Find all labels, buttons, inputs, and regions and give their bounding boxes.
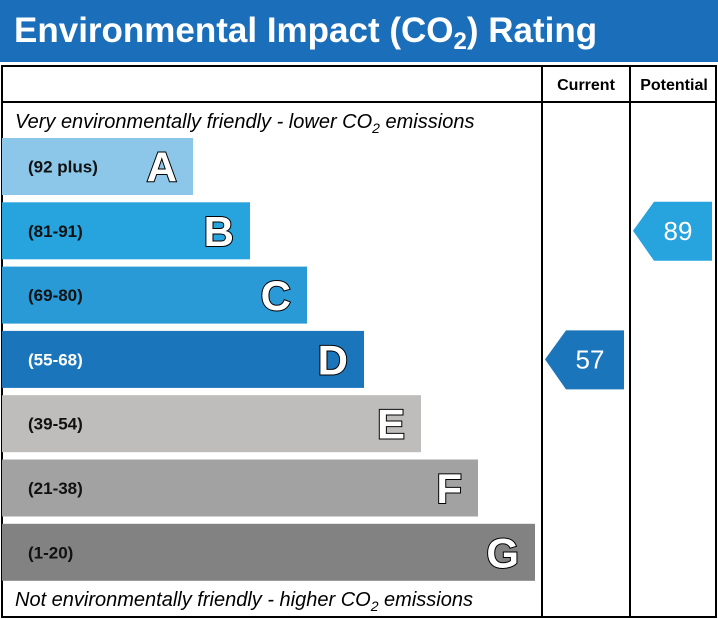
column-header: Potential (640, 77, 708, 94)
rating-arrow (633, 201, 712, 261)
rating-value: 89 (664, 216, 693, 246)
band-bar (2, 395, 421, 453)
note-sub: 2 (370, 598, 379, 614)
title-text: Environmental Impact (CO (14, 11, 454, 50)
note-text: emissions (379, 589, 473, 611)
note-sub: 2 (371, 120, 380, 136)
band-range: (69-80) (28, 286, 83, 305)
band-range: (55-68) (28, 350, 83, 369)
band-range: (1-20) (28, 543, 73, 562)
band-range: (21-38) (28, 479, 83, 498)
band-letter: B (204, 208, 234, 255)
bottom-note: Not environmentally friendly - higher CO… (15, 589, 473, 614)
note-text: emissions (380, 111, 474, 133)
title: Environmental Impact (CO2) Rating (14, 11, 597, 55)
band-range: (92 plus) (28, 158, 98, 177)
note-text: Very environmentally friendly - lower CO (15, 111, 372, 133)
rating-value: 57 (576, 344, 605, 374)
title-bar (0, 0, 718, 62)
band-letter: A (147, 144, 177, 191)
band-range: (39-54) (28, 415, 83, 434)
band-letter: E (377, 401, 405, 448)
band-letter: C (261, 272, 291, 319)
title-text: ) Rating (467, 11, 597, 50)
top-note: Very environmentally friendly - lower CO… (15, 111, 474, 136)
band-bar (2, 459, 478, 517)
band-bar (2, 266, 307, 324)
note-text: Not environmentally friendly - higher CO (15, 589, 371, 611)
band-letter: F (436, 465, 462, 512)
band-letter: D (318, 336, 348, 383)
band-range: (81-91) (28, 222, 83, 241)
column-header: Current (557, 77, 615, 94)
band-bar (2, 330, 364, 388)
band-bar (2, 138, 193, 195)
band-letter: G (486, 529, 519, 576)
title-sub: 2 (454, 28, 467, 55)
band-bar (2, 202, 250, 260)
rating-arrow (545, 330, 624, 390)
band-bar (2, 523, 535, 581)
